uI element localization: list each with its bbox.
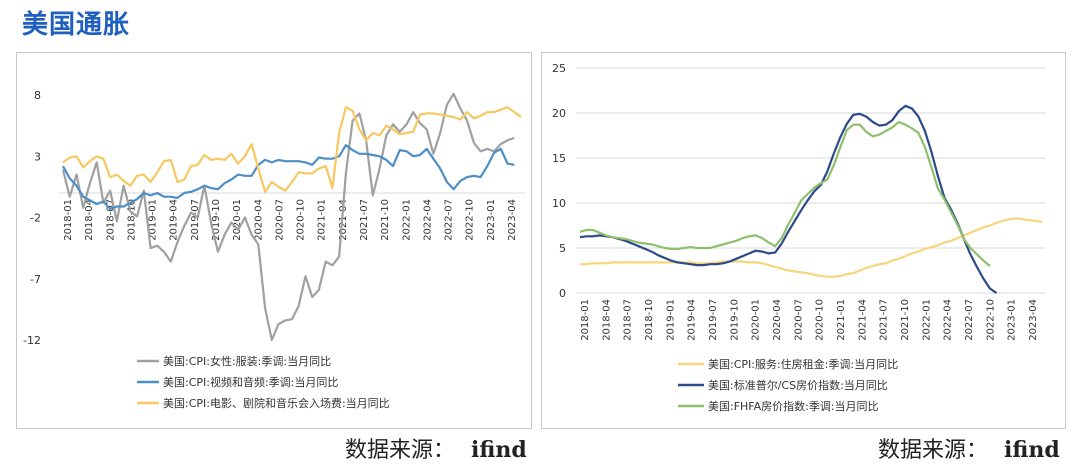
y-tick-label: 8	[34, 89, 41, 102]
page-title: 美国通胀	[22, 10, 131, 40]
chart-panel-left: 8 3 -2 -7 -12 2018-01 2018-04 2018-07 2018-10 201…	[16, 52, 532, 429]
x-tick-label: 2022-07	[444, 199, 455, 241]
legend: 美国:CPI:女性:服装:季调:当月同比美国:CPI:视频和音频:季调:当月同比…	[137, 354, 390, 410]
x-tick-label: 2018-07	[623, 299, 634, 341]
x-tick-label: 2023-04	[507, 199, 518, 241]
x-tick-label: 2023-04	[1028, 299, 1039, 341]
y-tick-label: -7	[30, 273, 41, 286]
series-line	[62, 106, 522, 193]
legend: 美国:CPI:服务:住房租金:季调:当月同比美国:标准普尔/CS房价指数:当月同…	[678, 357, 898, 413]
x-tick-label: 2020-01	[751, 299, 762, 341]
x-tick-label: 2018-04	[601, 299, 612, 341]
y-tick-label: 20	[552, 107, 566, 120]
x-tick-label: 2020-04	[253, 199, 264, 241]
y-tick-label: 10	[552, 197, 566, 210]
x-tick-label: 2018-10	[126, 199, 137, 241]
source-label: 数据来源：	[878, 438, 989, 463]
x-tick-label: 2022-01	[921, 299, 932, 341]
x-tick-label: 2020-10	[815, 299, 826, 341]
series-line	[61, 92, 515, 342]
source-label: 数据来源：	[345, 438, 456, 463]
y-tick-label: -2	[30, 212, 41, 225]
legend-label: 美国:CPI:电影、剧院和音乐会入场费:当月同比	[163, 396, 390, 410]
legend-label: 美国:CPI:视频和音频:季调:当月同比	[163, 375, 338, 389]
x-tick-label: 2021-07	[359, 199, 370, 241]
x-tick-label: 2019-07	[190, 199, 201, 241]
series-line	[579, 104, 998, 294]
y-tick-label: 0	[559, 287, 566, 300]
x-tick-label: 2020-04	[772, 299, 783, 341]
y-tick-label: 25	[552, 62, 566, 75]
source-value: ifind	[471, 437, 527, 463]
x-tick-label: 2019-10	[729, 299, 740, 341]
x-tick-label: 2019-01	[665, 299, 676, 341]
x-tick-label: 2022-10	[985, 299, 996, 341]
chart-right: 25 20 15 10 5 0 2018-01 2018-04 2018-07 2018-10 20…	[552, 62, 1046, 413]
x-tick-label: 2022-04	[943, 299, 954, 341]
x-tick-label: 2023-01	[1007, 299, 1018, 341]
legend-label: 美国:标准普尔/CS房价指数:当月同比	[708, 378, 888, 392]
source-note-left: 数据来源： ifind	[345, 432, 527, 464]
x-tick-label: 2021-04	[338, 199, 349, 241]
x-tick-label: 2021-01	[317, 199, 328, 241]
x-tick-label: 2022-07	[964, 299, 975, 341]
x-tick-label: 2021-04	[857, 299, 868, 341]
legend-label: 美国:FHFA房价指数:季调:当月同比	[708, 399, 879, 413]
y-tick-label: -12	[23, 334, 41, 347]
x-tick-label: 2022-04	[422, 199, 433, 241]
x-tick-label: 2021-10	[380, 199, 391, 241]
x-tick-label: 2022-10	[465, 199, 476, 241]
y-tick-label: 5	[559, 242, 566, 255]
legend-label: 美国:CPI:服务:住房租金:季调:当月同比	[708, 357, 898, 371]
x-tick-label: 2020-07	[274, 199, 285, 241]
x-tick-label: 2019-04	[687, 299, 698, 341]
x-tick-label: 2018-10	[644, 299, 655, 341]
legend-label: 美国:CPI:女性:服装:季调:当月同比	[163, 354, 331, 368]
series-line	[579, 120, 991, 267]
x-tick-label: 2018-01	[63, 199, 74, 241]
source-value: ifind	[1004, 437, 1060, 463]
x-tick-label: 2018-01	[580, 299, 591, 341]
x-tick-label: 2019-07	[708, 299, 719, 341]
y-tick-label: 15	[552, 152, 566, 165]
series-line	[580, 217, 1043, 278]
x-tick-label: 2019-10	[211, 199, 222, 241]
x-tick-label: 2021-10	[900, 299, 911, 341]
source-note-right: 数据来源： ifind	[878, 432, 1060, 464]
x-tick-label: 2021-01	[836, 299, 847, 341]
x-tick-label: 2022-01	[401, 199, 412, 241]
x-tick-label: 2020-07	[793, 299, 804, 341]
chart-left: 8 3 -2 -7 -12 2018-01 2018-04 2018-07 2018-10 201…	[23, 89, 525, 410]
x-tick-label: 2020-10	[296, 199, 307, 241]
x-tick-label: 2019-04	[169, 199, 180, 241]
x-tick-label: 2021-07	[879, 299, 890, 341]
x-tick-label: 2020-01	[232, 199, 243, 241]
x-tick-label: 2019-01	[148, 199, 159, 241]
x-tick-label: 2018-07	[105, 199, 116, 241]
chart-panel-right: 25 20 15 10 5 0 2018-01 2018-04 2018-07 2018-10 20…	[541, 52, 1066, 429]
x-tick-label: 2023-01	[486, 199, 497, 241]
y-tick-label: 3	[34, 150, 41, 163]
series-line	[62, 144, 515, 210]
x-tick-label: 2018-04	[84, 199, 95, 241]
